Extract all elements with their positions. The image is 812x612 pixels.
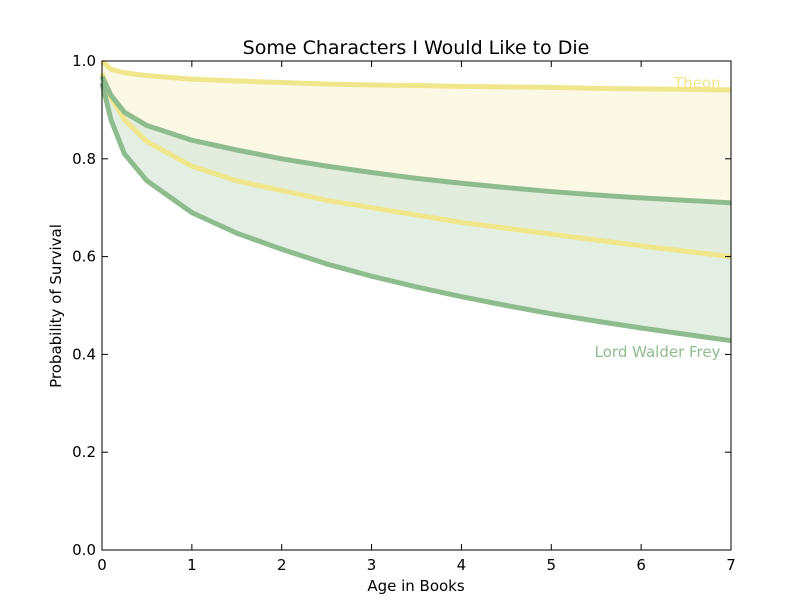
x-tick-label: 4 bbox=[457, 556, 467, 574]
x-axis-label: Age in Books bbox=[367, 577, 465, 595]
y-axis-label: Probability of Survival bbox=[47, 224, 65, 388]
annotation-theon: Theon bbox=[673, 74, 721, 92]
line-theon-lower bbox=[99, 72, 732, 260]
x-tick-label: 3 bbox=[367, 556, 377, 574]
y-tick-label: 1.0 bbox=[72, 52, 96, 70]
x-tick-label: 7 bbox=[726, 556, 736, 574]
plot-area: Theon Lord Walder Frey bbox=[99, 59, 732, 361]
band-lord-walder-frey bbox=[102, 76, 731, 341]
x-tick-label: 2 bbox=[277, 556, 287, 574]
y-tick-label: 0.8 bbox=[72, 150, 96, 168]
line-lord-walder-frey-upper bbox=[99, 75, 732, 206]
line-theon-upper bbox=[100, 59, 732, 93]
line-lord-walder-frey-lower bbox=[99, 82, 732, 344]
axis-ticks: 0 1 2 3 4 5 6 7 0.0 0.2 0.4 0.6 0.8 1.0 bbox=[72, 52, 736, 574]
y-tick-label: 0.6 bbox=[72, 248, 96, 266]
annotation-lord-walder-frey: Lord Walder Frey bbox=[595, 343, 721, 361]
x-tick-label: 5 bbox=[547, 556, 557, 574]
x-tick-label: 6 bbox=[636, 556, 646, 574]
chart-title: Some Characters I Would Like to Die bbox=[243, 37, 590, 59]
y-tick-label: 0.0 bbox=[72, 541, 96, 559]
y-tick-label: 0.4 bbox=[72, 345, 96, 363]
y-tick-label: 0.2 bbox=[72, 443, 96, 461]
axes-frame bbox=[101, 60, 732, 551]
x-tick-label: 1 bbox=[187, 556, 197, 574]
x-tick-label: 0 bbox=[97, 556, 107, 574]
